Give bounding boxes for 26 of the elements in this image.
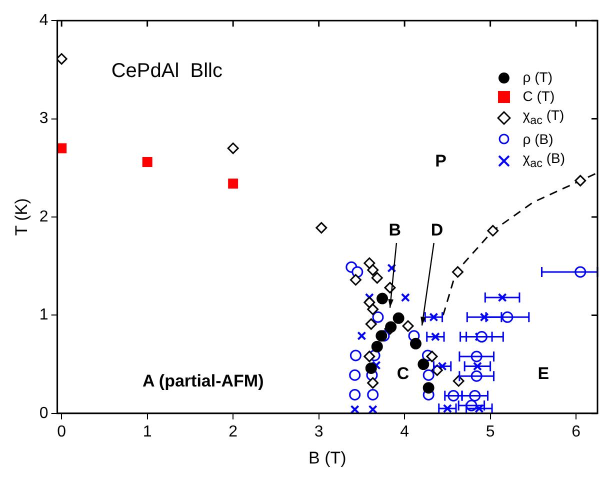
annotation: B — [388, 220, 402, 240]
y-tick-label: 1 — [39, 306, 48, 324]
y-tick-label: 4 — [39, 12, 48, 30]
x-tick-label: 5 — [486, 423, 495, 440]
y-tick-label: 0 — [39, 404, 48, 422]
legend-label: χ$_{ac}$ (T) — [522, 106, 564, 129]
y-axis-title: T (K) — [12, 198, 31, 236]
annotation: A (partial-AFM) — [142, 372, 264, 391]
annotation: P — [435, 152, 447, 171]
x-axis-title: B (T) — [308, 448, 346, 468]
legend-label: C (T) — [522, 87, 555, 106]
annotation: D — [430, 220, 444, 240]
annotation: CePdAl Bllc — [111, 60, 222, 82]
y-tick-label: 3 — [39, 110, 48, 128]
legend-label: ρ (T) — [522, 68, 552, 87]
annotation: C — [396, 364, 410, 383]
legend-label: ρ (B) — [522, 130, 554, 149]
legend-label: χ$_{ac}$ (B) — [522, 148, 565, 172]
x-tick-label: 3 — [314, 423, 324, 440]
annotation: E — [538, 364, 550, 383]
x-tick-label: 0 — [57, 423, 66, 440]
y-tick-label: 2 — [39, 208, 48, 226]
x-tick-label: 2 — [228, 423, 238, 440]
x-tick-label: 4 — [400, 423, 410, 440]
x-tick-label: 6 — [572, 423, 581, 440]
x-tick-label: 1 — [142, 423, 152, 440]
